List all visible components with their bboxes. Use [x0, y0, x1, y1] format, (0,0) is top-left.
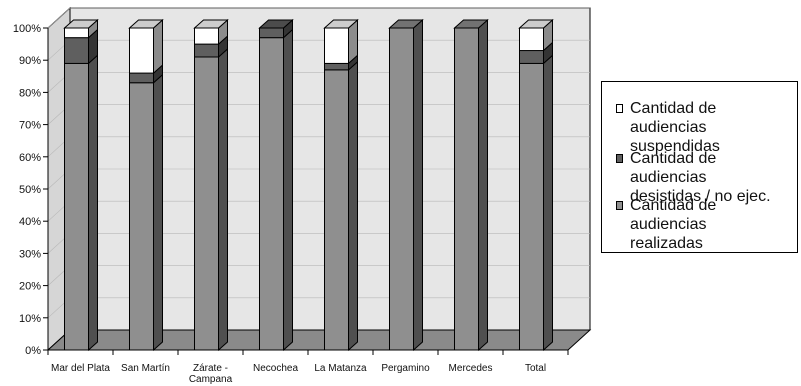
bar-side: [348, 60, 358, 352]
bar-segment: [128, 18, 164, 75]
legend-swatch-suspendidas: [616, 104, 623, 113]
bar-segment: [453, 18, 489, 352]
bar-segment: [324, 60, 358, 352]
bar-front: [259, 37, 284, 351]
bar-side: [88, 54, 98, 352]
bar-front: [519, 27, 544, 52]
legend-item-realizadas: Cantidad de audiencias realizadas: [616, 196, 797, 253]
legend: Cantidad de audiencias suspendidas Canti…: [601, 81, 798, 253]
bar-top: [388, 19, 424, 29]
y-tick-label: 80%: [19, 87, 41, 99]
bar-side: [413, 18, 423, 352]
legend-label: Cantidad de audiencias realizadas: [630, 197, 717, 252]
bar-segment: [323, 18, 359, 65]
bar-segment: [258, 18, 294, 39]
y-tick-label: 100%: [13, 23, 41, 35]
legend-swatch-realizadas: [616, 201, 623, 210]
bar-segment: [388, 18, 424, 352]
bar-side: [153, 73, 163, 352]
bar-segment: [259, 28, 293, 352]
x-category-label: Mercedes: [449, 363, 493, 374]
y-tick-label: 30%: [19, 248, 41, 260]
x-category-label: Mar del Plata: [51, 363, 110, 374]
bar-top: [193, 19, 229, 29]
bar-segment: [519, 54, 553, 352]
legend-label: Cantidad de audiencias suspendidas: [630, 100, 720, 155]
bar-top: [63, 19, 99, 29]
bar-side: [478, 18, 488, 352]
y-tick-label: 20%: [19, 281, 41, 293]
bar-front: [324, 62, 349, 71]
x-category-label: Campana: [189, 374, 233, 385]
bar-top: [128, 19, 164, 29]
y-tick-label: 10%: [19, 313, 41, 325]
x-category-label: Zárate -: [193, 363, 228, 374]
bar-front: [64, 62, 89, 351]
y-tick-label: 0%: [25, 345, 41, 357]
y-tick-label: 60%: [19, 152, 41, 164]
x-category-label: Pergamino: [381, 363, 430, 374]
legend-item-suspendidas: Cantidad de audiencias suspendidas: [616, 99, 797, 156]
bar-front: [194, 56, 219, 351]
x-category-label: Total: [525, 363, 546, 374]
bar-segment: [193, 18, 229, 46]
bar-segment: [63, 18, 99, 39]
axis-labels: 0% 10% 20% 30% 40% 50% 60% 70% 80% 90% 100% Mar del…: [13, 23, 546, 385]
bar-front: [454, 27, 479, 351]
bar-front: [194, 43, 219, 58]
y-tick-label: 90%: [19, 55, 41, 67]
x-category-label: La Matanza: [314, 363, 367, 374]
bar-front: [519, 62, 544, 351]
bar-top: [518, 19, 554, 29]
bar-front: [324, 69, 349, 351]
bar-front: [519, 50, 544, 64]
bar-side: [153, 18, 163, 75]
x-category-label: San Martín: [121, 363, 170, 374]
y-tick-label: 70%: [19, 120, 41, 132]
bar-front: [129, 27, 154, 74]
bar-front: [129, 82, 154, 351]
bar-segment: [64, 28, 98, 65]
bar-segment: [518, 18, 554, 52]
y-tick-label: 50%: [19, 184, 41, 196]
bar-front: [129, 72, 154, 84]
bar-side: [218, 47, 228, 352]
legend-item-desistidas: Cantidad de audiencias desistidas / no e…: [616, 149, 797, 206]
bar-segment: [64, 54, 98, 352]
bar-top: [258, 19, 294, 29]
bar-front: [194, 27, 219, 45]
y-tick-label: 40%: [19, 216, 41, 228]
gridline: [47, 7, 590, 29]
bar-side: [543, 54, 553, 352]
bar-front: [64, 27, 89, 39]
bar-segment: [194, 47, 228, 352]
bar-top: [453, 19, 489, 29]
bar-front: [64, 37, 89, 64]
bar-side: [283, 28, 293, 352]
bar-segment: [129, 73, 163, 352]
bar-front: [259, 27, 284, 39]
x-category-label: Necochea: [253, 363, 298, 374]
bar-front: [389, 27, 414, 351]
bar-front: [324, 27, 349, 64]
bar-top: [323, 19, 359, 29]
legend-swatch-desistidas: [616, 154, 623, 163]
bars: [63, 18, 554, 352]
legend-label: Cantidad de audiencias desistidas / no e…: [630, 150, 771, 205]
